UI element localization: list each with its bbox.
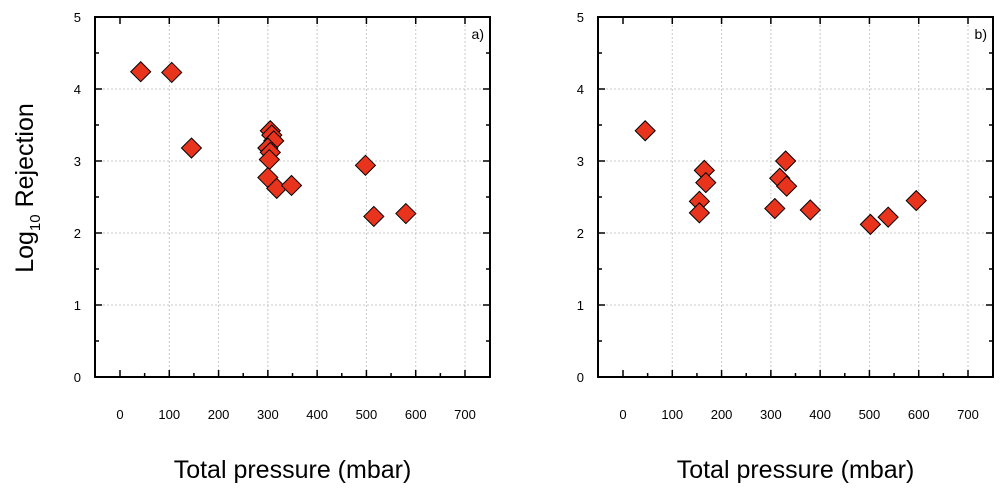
x-axis-title: Total pressure (mbar) — [677, 456, 915, 484]
plot-frame — [94, 16, 491, 378]
y-tick-label: 0 — [74, 370, 81, 385]
x-tick-label: 500 — [356, 407, 378, 422]
data-point — [363, 205, 385, 228]
y-tick-label: 0 — [577, 370, 584, 385]
y-tick-label: 3 — [577, 154, 584, 169]
data-point — [395, 202, 417, 225]
data-point — [354, 154, 377, 177]
x-tick-label: 0 — [116, 407, 123, 422]
data-point — [634, 120, 656, 142]
y-tick-label: 2 — [577, 226, 584, 241]
x-tick-label: 700 — [957, 407, 979, 422]
x-tick-label: 200 — [711, 407, 733, 422]
x-tick-label: 600 — [405, 407, 427, 422]
x-tick-label: 700 — [454, 407, 476, 422]
panel-a: 0 100 200 300 400 500 600 700 0 1 2 3 4 5 a) Total pres… — [74, 10, 491, 484]
y-tick-label: 4 — [577, 82, 584, 97]
x-tick-label: 300 — [760, 407, 782, 422]
data-point — [877, 206, 899, 228]
y-tick-label: 4 — [74, 82, 81, 97]
panel-b: 0 100 200 300 400 500 600 700 0 1 2 3 4 5 b) Total pres… — [577, 10, 994, 484]
y-tick-label: 1 — [577, 298, 584, 313]
x-tick-label: 100 — [158, 407, 180, 422]
panel-label: b) — [975, 26, 987, 42]
data-point — [764, 197, 786, 220]
x-tick-label: 100 — [661, 407, 683, 422]
data-point — [859, 213, 882, 236]
x-tick-label: 200 — [208, 407, 230, 422]
y-tick-label: 5 — [74, 10, 81, 25]
data-point — [799, 199, 821, 221]
data-point — [695, 171, 717, 194]
y-tick-label: 3 — [74, 154, 81, 169]
panel-label: a) — [472, 26, 484, 42]
x-tick-label: 400 — [809, 407, 831, 422]
y-axis-title: Log10 Rejection — [11, 103, 44, 273]
data-point — [129, 61, 152, 83]
data-point — [280, 174, 303, 197]
y-tick-label: 1 — [74, 298, 81, 313]
data-point — [775, 175, 798, 197]
x-axis-title: Total pressure (mbar) — [174, 456, 412, 484]
y-tick-label: 2 — [74, 226, 81, 241]
plot-frame — [597, 16, 994, 378]
data-point — [905, 189, 927, 212]
x-tick-label: 300 — [257, 407, 279, 422]
data-point — [688, 202, 711, 224]
x-tick-label: 500 — [859, 407, 881, 422]
y-tick-label: 5 — [577, 10, 584, 25]
x-tick-label: 400 — [306, 407, 328, 422]
y-axis-title-subscript: 10 — [27, 214, 44, 231]
data-point — [180, 137, 203, 159]
x-tick-label: 600 — [908, 407, 930, 422]
data-point — [161, 61, 183, 84]
data-point — [774, 150, 797, 172]
y-axis-title-rest: Rejection — [11, 103, 39, 214]
x-tick-label: 0 — [619, 407, 626, 422]
y-axis-title-main: Log — [11, 231, 39, 273]
